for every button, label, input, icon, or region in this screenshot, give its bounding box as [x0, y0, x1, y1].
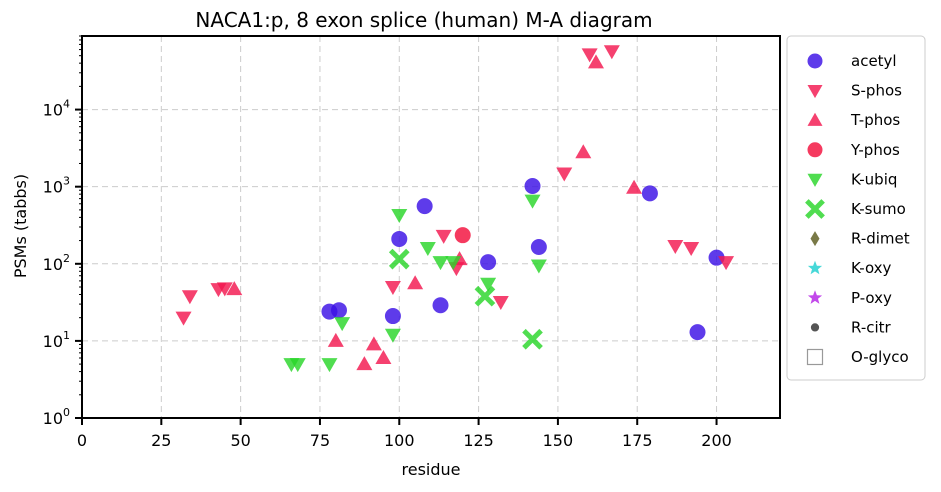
data-point-t-phos	[587, 54, 604, 69]
legend-label: R-dimet	[851, 230, 910, 248]
x-axis-label: residue	[402, 460, 461, 479]
data-point-s-phos	[435, 229, 452, 244]
y-tick-label: 100	[43, 406, 70, 428]
data-point-k-sumo	[522, 328, 543, 350]
data-point-s-phos	[384, 280, 401, 295]
y-axis-label: PSMs (tabbs)	[11, 174, 30, 278]
data-points	[175, 45, 735, 373]
data-point-t-phos	[365, 336, 382, 351]
data-point-acetyl	[524, 178, 541, 195]
data-point-t-phos	[375, 350, 392, 365]
data-point-k-sumo	[474, 285, 496, 307]
legend-marker-p-oxy	[807, 290, 823, 304]
data-point-k-ubiq	[334, 317, 351, 332]
x-tick-label: 175	[622, 431, 653, 450]
legend-marker-k-sumo	[805, 199, 825, 219]
data-point-k-ubiq	[480, 277, 497, 292]
legend-label: T-phos	[850, 111, 900, 129]
data-point-y-phos	[454, 227, 471, 244]
data-point-t-phos	[327, 332, 344, 347]
data-point-t-phos	[356, 356, 373, 371]
data-point-k-ubiq	[321, 358, 338, 373]
legend-marker-y-phos	[807, 142, 823, 158]
data-point-s-phos	[667, 240, 684, 255]
y-tick-label: 102	[43, 252, 70, 274]
data-point-s-phos	[492, 295, 509, 310]
plot-frame	[81, 35, 781, 419]
data-point-acetyl	[432, 297, 449, 314]
data-point-acetyl	[530, 239, 547, 256]
legend-label: K-ubiq	[851, 170, 897, 188]
data-point-k-ubiq	[524, 194, 541, 209]
x-tick-label: 200	[701, 431, 732, 450]
data-point-acetyl	[384, 308, 401, 325]
data-point-acetyl	[416, 198, 433, 215]
legend-marker-s-phos	[807, 84, 823, 99]
x-tick-label: 75	[310, 431, 330, 450]
legend-label: P-oxy	[851, 289, 892, 307]
x-tick-label: 25	[151, 431, 171, 450]
legend-marker-k-oxy	[807, 260, 823, 275]
legend-marker-r-dimet	[810, 231, 820, 247]
legend-label: R-citr	[851, 318, 892, 336]
legend-label: Y-phos	[850, 141, 900, 159]
data-point-k-ubiq	[530, 259, 547, 274]
data-point-t-phos	[626, 179, 643, 194]
data-point-k-sumo	[388, 248, 410, 270]
data-point-acetyl	[391, 230, 408, 247]
grid-lines	[81, 36, 780, 419]
data-point-k-ubiq	[391, 208, 408, 223]
y-tick-label: 104	[43, 98, 70, 120]
x-tick-label: 50	[230, 431, 250, 450]
chart-title: NACA1:p, 8 exon splice (human) M-A diagr…	[195, 8, 652, 32]
legend-label: K-sumo	[851, 200, 906, 218]
x-tick-label: 100	[384, 431, 415, 450]
data-point-t-phos	[407, 275, 424, 290]
legend-box	[786, 35, 926, 381]
data-point-s-phos	[175, 311, 192, 326]
legend-label: O-glyco	[851, 348, 909, 366]
data-point-acetyl	[641, 185, 658, 202]
x-tick-label: 125	[463, 431, 494, 450]
data-point-t-phos	[226, 281, 243, 296]
legend: acetyl S-phos T-phos Y-phos K-ubiq K-sumo R-di…	[786, 35, 926, 381]
data-point-k-ubiq	[384, 328, 401, 343]
data-point-k-ubiq	[419, 242, 436, 257]
data-point-s-phos	[556, 167, 573, 182]
legend-label: K-oxy	[851, 259, 892, 277]
data-point-s-phos	[603, 45, 620, 60]
legend-marker-acetyl	[807, 53, 823, 69]
x-tick-label: 150	[543, 431, 574, 450]
legend-marker-r-citr	[810, 323, 820, 332]
legend-marker-k-ubiq	[807, 173, 823, 187]
x-tick-label: 0	[77, 431, 87, 450]
legend-label: S-phos	[851, 82, 902, 100]
data-point-k-ubiq	[445, 256, 462, 271]
data-point-s-phos	[718, 256, 735, 271]
y-tick-label: 103	[43, 175, 70, 197]
legend-marker-o-glyco	[806, 348, 824, 366]
data-point-s-phos	[216, 282, 233, 297]
legend-label: acetyl	[851, 52, 897, 70]
legend-marker-t-phos	[807, 112, 823, 126]
data-point-s-phos	[581, 48, 598, 63]
data-point-s-phos	[181, 290, 198, 305]
data-point-acetyl	[330, 302, 347, 319]
data-point-acetyl	[480, 254, 497, 271]
axis-ticks: 0 25 50 75 100 125 150 175 200 100 101 102 103 104	[43, 35, 732, 450]
y-tick-label: 101	[43, 329, 70, 351]
data-point-s-phos	[683, 242, 700, 257]
data-point-k-ubiq	[289, 358, 306, 373]
data-point-t-phos	[575, 144, 592, 159]
data-point-acetyl	[689, 324, 706, 341]
data-point-acetyl	[708, 249, 725, 266]
data-point-k-ubiq	[432, 256, 449, 271]
